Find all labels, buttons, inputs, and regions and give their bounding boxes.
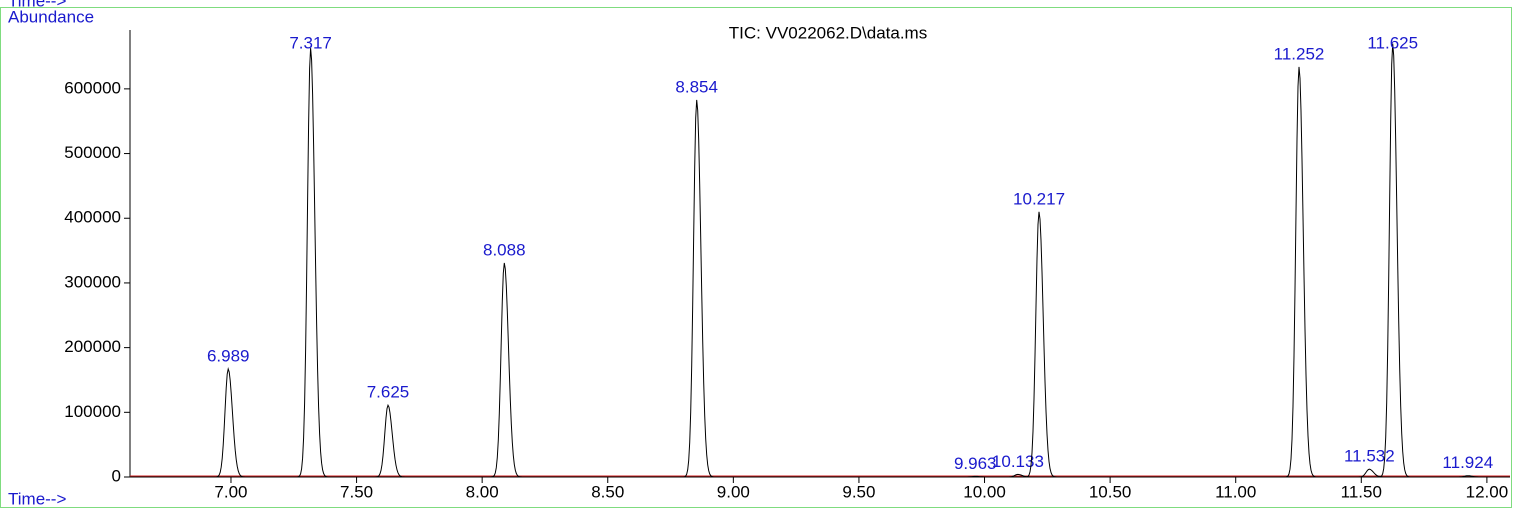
peak-label: 7.625 bbox=[367, 383, 410, 402]
peak-label: 11.532 bbox=[1344, 447, 1395, 466]
x-tick-label: 9.50 bbox=[842, 482, 875, 501]
peak bbox=[1374, 43, 1419, 478]
peak bbox=[1281, 66, 1325, 478]
peak bbox=[370, 403, 414, 478]
y-tick-label: 100000 bbox=[64, 402, 121, 421]
y-tick-label: 600000 bbox=[64, 78, 121, 97]
frame bbox=[0, 7, 1512, 508]
x-tick-label: 8.50 bbox=[591, 482, 624, 501]
y-axis-label: Abundance bbox=[8, 7, 94, 26]
peak bbox=[957, 475, 1002, 478]
y-tick-label: 400000 bbox=[64, 208, 121, 227]
peak-label: 7.317 bbox=[289, 33, 332, 52]
y-tick-label: 200000 bbox=[64, 337, 121, 356]
peak-label: 8.854 bbox=[675, 77, 718, 96]
peak bbox=[210, 367, 255, 478]
x-tick-label: 12.00 bbox=[1466, 482, 1509, 501]
peak-label: 10.133 bbox=[992, 452, 1044, 471]
peak-label: 9.963 bbox=[954, 454, 997, 473]
peak bbox=[999, 473, 1044, 478]
y-tick-label: 300000 bbox=[64, 272, 121, 291]
peak bbox=[1351, 468, 1396, 478]
x-axis-label-top: Time--> bbox=[8, 0, 66, 10]
peak-label: 8.088 bbox=[483, 240, 526, 259]
x-tick-label: 10.00 bbox=[963, 482, 1006, 501]
peak bbox=[292, 48, 337, 478]
x-tick-label: 10.50 bbox=[1089, 482, 1132, 501]
peak-label: 10.217 bbox=[1013, 189, 1065, 208]
peak bbox=[678, 99, 723, 478]
x-tick-label: 11.00 bbox=[1215, 482, 1256, 501]
x-tick-label: 9.00 bbox=[717, 482, 750, 501]
x-tick-label: 7.50 bbox=[340, 482, 373, 501]
peak-label: 11.625 bbox=[1367, 33, 1418, 52]
x-tick-label: 11.50 bbox=[1341, 482, 1382, 501]
x-tick-label: 7.00 bbox=[214, 482, 247, 501]
x-axis-label: Time--> bbox=[8, 489, 66, 508]
y-tick-label: 0 bbox=[112, 466, 121, 485]
peak bbox=[486, 262, 531, 478]
x-tick-label: 8.00 bbox=[466, 482, 499, 501]
peak-label: 6.989 bbox=[207, 346, 250, 365]
peak-label: 11.252 bbox=[1274, 44, 1325, 63]
y-tick-label: 500000 bbox=[64, 143, 121, 162]
chart-title: TIC: VV022062.D\data.ms bbox=[729, 23, 927, 42]
peak bbox=[1021, 211, 1065, 478]
peak-label: 11.924 bbox=[1442, 453, 1493, 472]
peak bbox=[1449, 475, 1494, 478]
